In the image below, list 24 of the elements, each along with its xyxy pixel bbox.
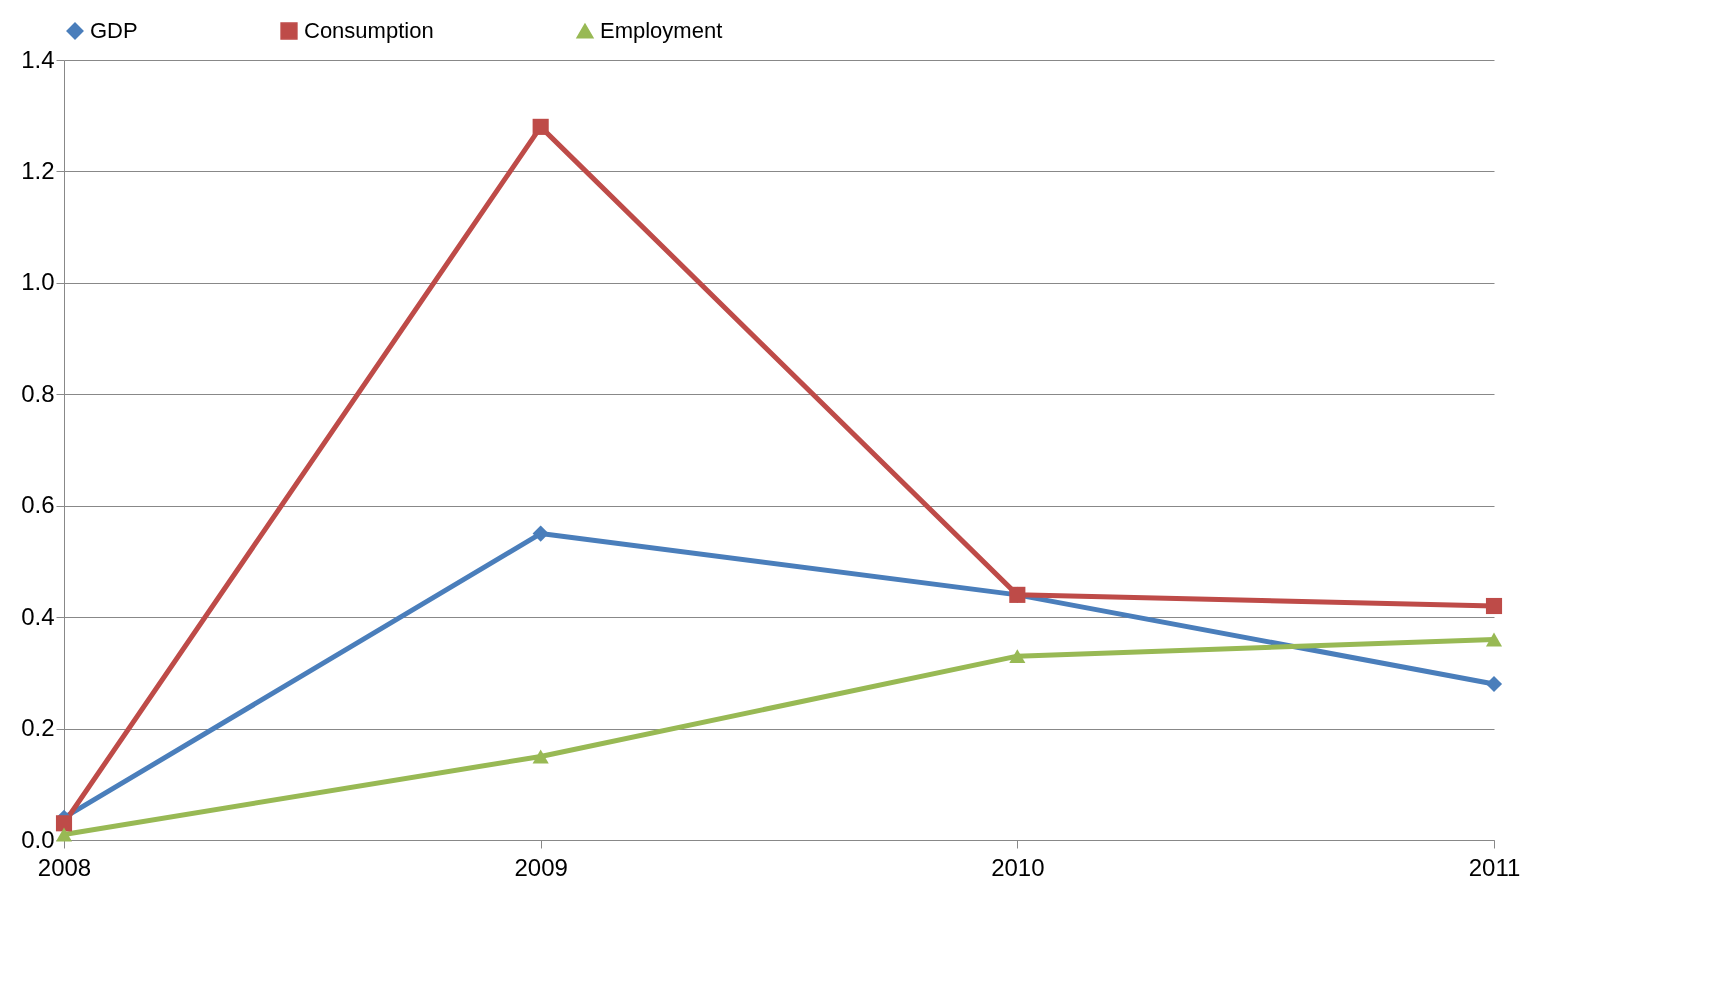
legend-label: GDP: [90, 18, 138, 43]
x-tick-label: 2008: [37, 853, 92, 881]
point: [1009, 649, 1026, 664]
y-tick-label: 0.0: [21, 825, 55, 853]
legend-label: Consumption: [304, 18, 434, 43]
point: [55, 815, 73, 832]
y-tick-label: 1.2: [21, 156, 55, 184]
point: [55, 827, 73, 842]
x-tick-label: 2010: [991, 853, 1045, 881]
y-tick-label: 0.8: [21, 379, 55, 407]
point: [1485, 597, 1503, 615]
point: [532, 118, 549, 135]
y-tick-label: 1.4: [21, 45, 55, 73]
y-tick-label: 1.0: [21, 268, 55, 296]
point: [532, 749, 549, 764]
point: [532, 525, 549, 542]
legend-label: Employment: [600, 18, 723, 43]
y-tick-label: 0.6: [21, 491, 55, 519]
y-tick-label: 0.4: [21, 602, 55, 630]
x-tick-label: 2011: [1468, 853, 1521, 881]
point: [1485, 675, 1503, 693]
point: [1485, 632, 1503, 647]
x-tick-label: 2009: [514, 853, 568, 881]
y-tick-label: 0.2: [21, 714, 55, 742]
